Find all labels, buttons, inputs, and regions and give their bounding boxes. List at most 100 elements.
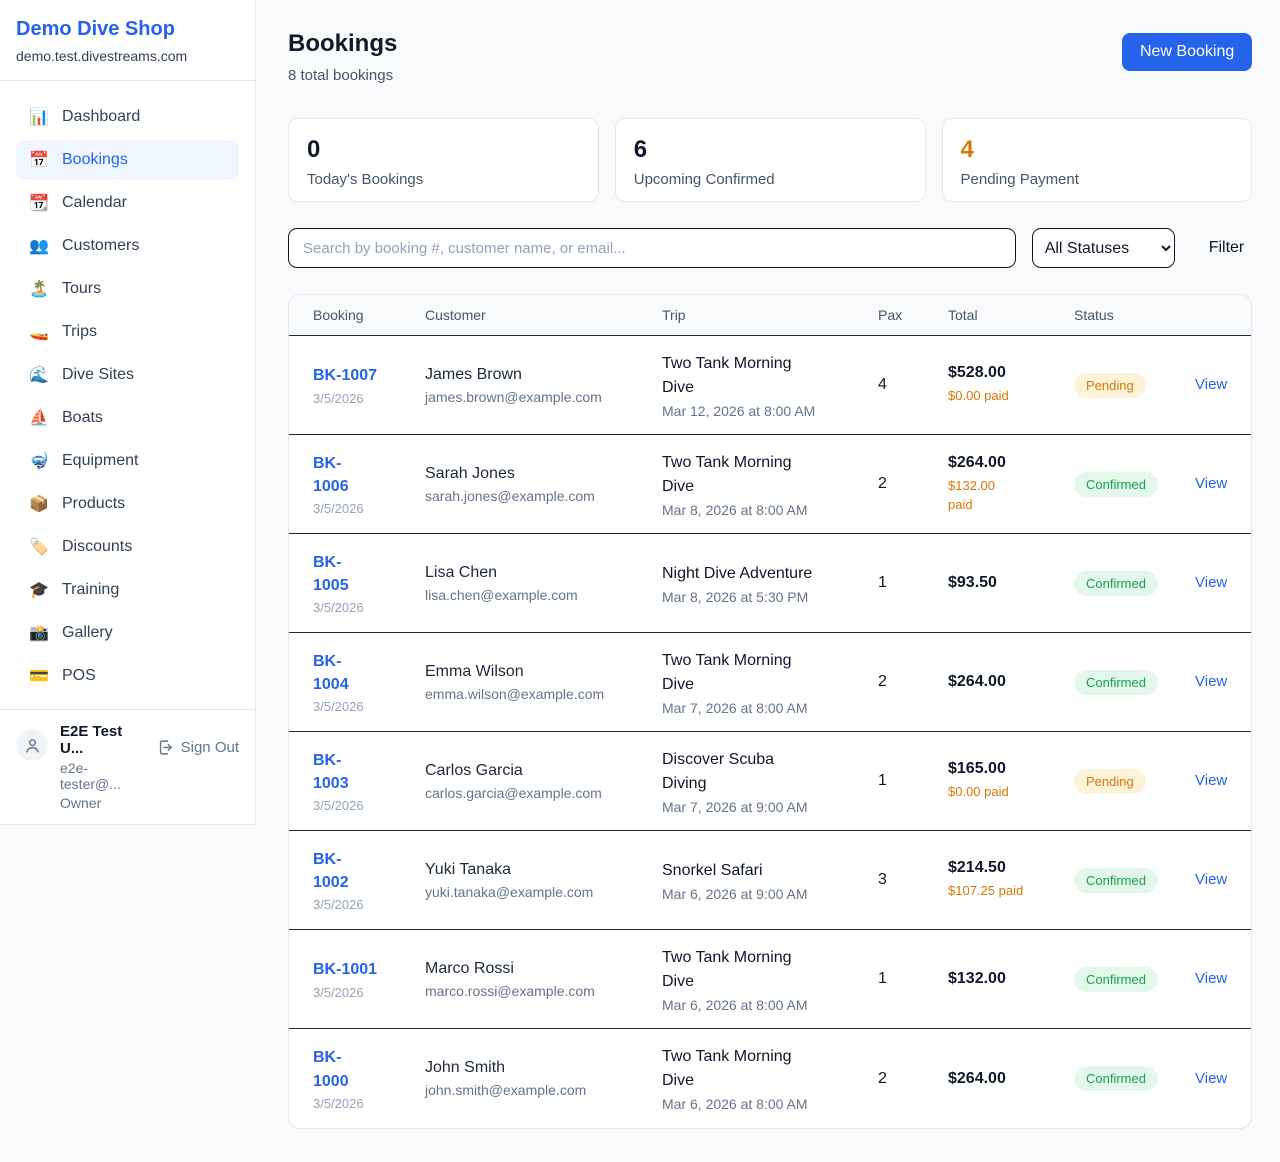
- trip-datetime: Mar 8, 2026 at 8:00 AM: [662, 501, 808, 518]
- table-row: BK-1007 3/5/2026 James Brown james.brown…: [289, 336, 1252, 435]
- trip-cell: Discover Scuba Diving Mar 7, 2026 at 9:0…: [662, 748, 878, 815]
- booking-date: 3/5/2026: [313, 984, 364, 1000]
- booking-id-link[interactable]: BK-1007: [313, 367, 378, 385]
- trip-datetime: Mar 7, 2026 at 8:00 AM: [662, 699, 808, 716]
- stat-label: Upcoming Confirmed: [633, 171, 775, 188]
- search-input[interactable]: [288, 228, 1016, 268]
- booking-id-link[interactable]: BK- 1003: [313, 751, 349, 792]
- new-booking-button[interactable]: New Booking: [1121, 33, 1253, 71]
- bar-chart-icon: 📊: [29, 109, 49, 126]
- trip-datetime: Mar 6, 2026 at 8:00 AM: [662, 1096, 808, 1112]
- graduation-cap-icon: 🎓: [29, 582, 49, 599]
- trip-cell: Two Tank Morning Dive Mar 6, 2026 at 8:0…: [662, 1045, 878, 1112]
- status-badge: Confirmed: [1074, 570, 1158, 596]
- user-name: E2E Test U...: [60, 723, 123, 757]
- booking-id-link[interactable]: BK- 1002: [313, 850, 349, 891]
- booking-id-link[interactable]: BK- 1005: [313, 553, 349, 594]
- paid-amount: $132.00 paid: [948, 477, 995, 513]
- booking-date: 3/5/2026: [313, 390, 364, 406]
- table-row: BK-1001 3/5/2026 Marco Rossi marco.rossi…: [289, 930, 1252, 1029]
- booking-cell: BK-1007 3/5/2026: [313, 364, 425, 405]
- page-header-text: Bookings 8 total bookings: [288, 30, 397, 84]
- booking-cell: BK- 1006 3/5/2026: [313, 452, 425, 516]
- sidebar-item-trips[interactable]: 🚤 Trips: [16, 312, 239, 352]
- status-filter-select[interactable]: All Statuses: [1031, 228, 1175, 268]
- view-link[interactable]: View: [1195, 772, 1228, 789]
- sidebar-item-dashboard[interactable]: 📊 Dashboard: [16, 97, 239, 137]
- calendar-icon: 📅: [29, 152, 49, 169]
- sidebar-item-dive-sites[interactable]: 🌊 Dive Sites: [16, 355, 239, 395]
- total-amount: $165.00: [948, 760, 1006, 778]
- sidebar-item-label: Dive Sites: [62, 366, 135, 383]
- paid-amount: $107.25 paid: [948, 883, 1024, 899]
- sidebar-item-discounts[interactable]: 🏷️ Discounts: [16, 527, 239, 567]
- filter-button[interactable]: Filter: [1201, 239, 1253, 257]
- actions-cell: View: [1195, 673, 1227, 691]
- trip-cell: Two Tank Morning Dive Mar 8, 2026 at 8:0…: [662, 451, 878, 518]
- sidebar-item-customers[interactable]: 👥 Customers: [16, 226, 239, 266]
- trip-datetime: Mar 12, 2026 at 8:00 AM: [662, 402, 816, 419]
- view-link[interactable]: View: [1195, 970, 1228, 987]
- label-tag-icon: 🏷️: [29, 539, 49, 556]
- user-email: e2e-tester@...: [60, 760, 121, 792]
- total-amount: $264.00: [948, 1069, 1006, 1087]
- sidebar-item-pos[interactable]: 💳 POS: [16, 656, 239, 696]
- booking-id-link[interactable]: BK- 1004: [313, 652, 349, 693]
- sidebar-item-label: Equipment: [62, 452, 139, 469]
- customer-cell: John Smith john.smith@example.com: [425, 1059, 662, 1098]
- sidebar-item-label: Bookings: [62, 151, 128, 168]
- total-amount: $214.50: [948, 859, 1006, 877]
- status-cell: Pending: [1074, 372, 1195, 398]
- trip-name: Snorkel Safari: [662, 861, 763, 879]
- column-header-customer: Customer: [425, 307, 486, 323]
- avatar: [16, 729, 48, 761]
- sidebar-item-equipment[interactable]: 🤿 Equipment: [16, 441, 239, 481]
- sidebar-item-boats[interactable]: ⛵ Boats: [16, 398, 239, 438]
- booking-date: 3/5/2026: [313, 501, 364, 517]
- view-link[interactable]: View: [1195, 574, 1228, 591]
- customer-email: emma.wilson@example.com: [425, 685, 605, 702]
- view-link[interactable]: View: [1195, 1069, 1228, 1087]
- table-row: BK- 1002 3/5/2026 Yuki Tanaka yuki.tanak…: [289, 831, 1252, 930]
- user-footer: E2E Test U... e2e-tester@... Owner Sign …: [0, 709, 255, 824]
- booking-id-link[interactable]: BK- 1000: [313, 1049, 349, 1090]
- customer-cell: Lisa Chen lisa.chen@example.com: [425, 564, 662, 603]
- status-cell: Confirmed: [1074, 570, 1195, 596]
- sidebar-item-gallery[interactable]: 📸 Gallery: [16, 613, 239, 653]
- customer-cell: Marco Rossi marco.rossi@example.com: [425, 960, 662, 999]
- status-cell: Pending: [1074, 768, 1195, 794]
- sidebar-item-bookings[interactable]: 📅 Bookings: [16, 140, 239, 180]
- trip-cell: Two Tank Morning Dive Mar 6, 2026 at 8:0…: [662, 946, 878, 1013]
- booking-date: 3/5/2026: [313, 897, 364, 913]
- sidebar-item-calendar[interactable]: 📆 Calendar: [16, 183, 239, 223]
- view-link[interactable]: View: [1195, 376, 1228, 393]
- customer-name: Emma Wilson: [425, 662, 524, 680]
- booking-id-link[interactable]: BK-1001: [313, 961, 378, 979]
- stat-card: 0 Today's Bookings: [288, 118, 599, 202]
- sidebar-item-training[interactable]: 🎓 Training: [16, 570, 239, 610]
- total-amount: $132.00: [948, 970, 1006, 987]
- column-header-booking: Booking: [313, 307, 364, 323]
- sign-out-button[interactable]: Sign Out: [157, 739, 239, 756]
- sidebar-item-products[interactable]: 📦 Products: [16, 484, 239, 524]
- view-link[interactable]: View: [1195, 475, 1228, 492]
- trip-name: Two Tank Morning Dive: [662, 453, 792, 495]
- sidebar-item-label: Calendar: [62, 194, 127, 211]
- view-link[interactable]: View: [1195, 871, 1228, 888]
- booking-id-link[interactable]: BK- 1006: [313, 454, 349, 495]
- page-subtitle: 8 total bookings: [288, 67, 394, 84]
- actions-cell: View: [1195, 574, 1227, 592]
- status-badge: Confirmed: [1074, 471, 1158, 497]
- view-link[interactable]: View: [1195, 673, 1228, 690]
- logout-icon: [159, 740, 172, 755]
- booking-cell: BK- 1004 3/5/2026: [313, 650, 425, 714]
- page-header: Bookings 8 total bookings New Booking: [288, 30, 1253, 84]
- total-cell: $264.00: [948, 673, 1074, 691]
- sidebar-item-label: Boats: [62, 409, 103, 426]
- booking-date: 3/5/2026: [313, 600, 364, 616]
- status-cell: Confirmed: [1074, 669, 1195, 695]
- pax-value: 1: [878, 970, 887, 987]
- sidebar-item-tours[interactable]: 🏝️ Tours: [16, 269, 239, 309]
- brand-block: Demo Dive Shop demo.test.divestreams.com: [0, 0, 255, 80]
